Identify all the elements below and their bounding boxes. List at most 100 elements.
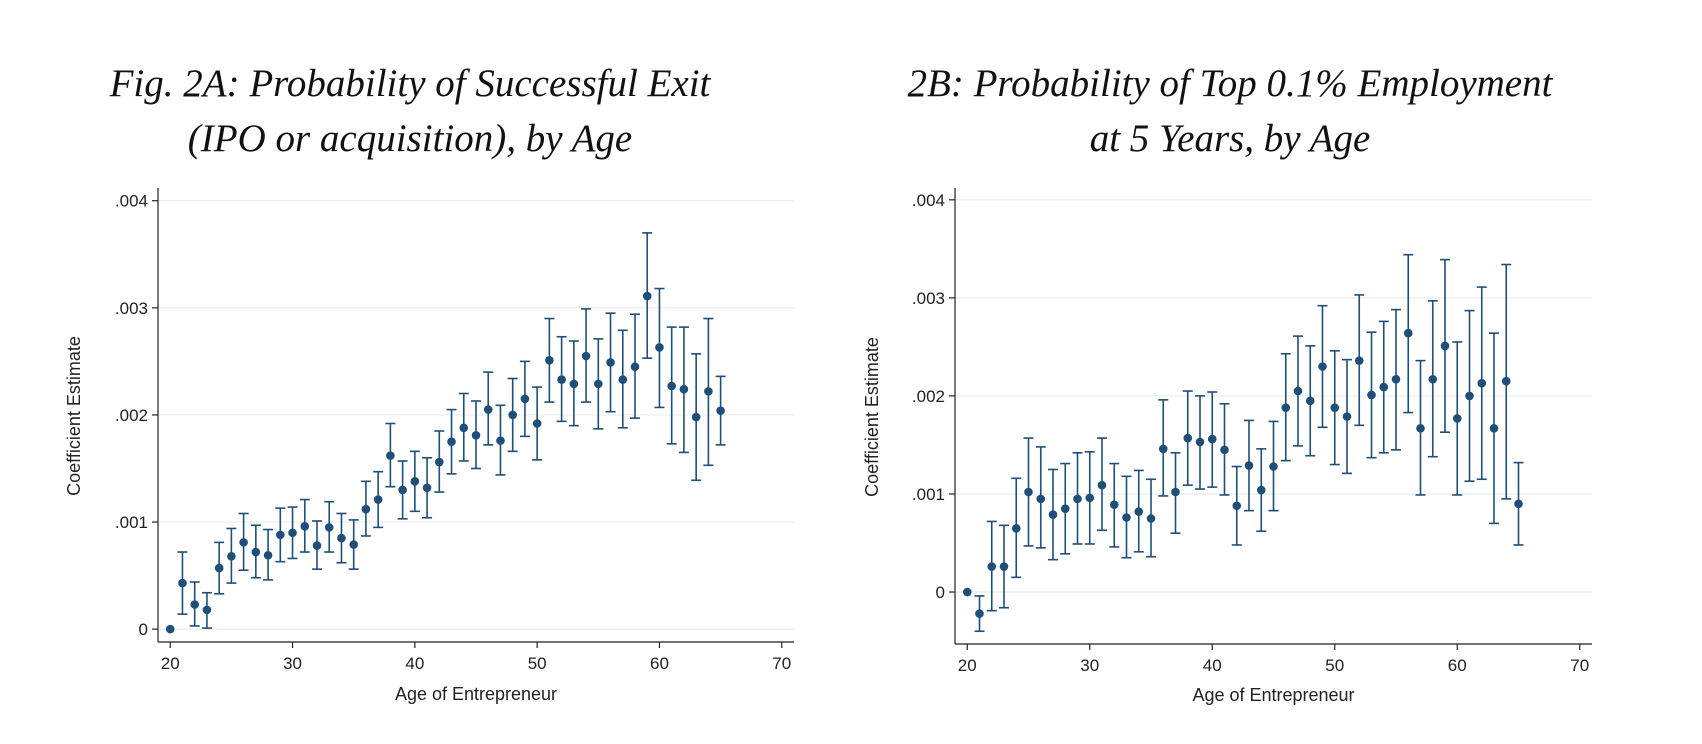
- data-point: [1183, 433, 1193, 443]
- data-point: [312, 541, 322, 550]
- data-point: [202, 605, 212, 615]
- y-tick-label: .002: [115, 406, 148, 425]
- data-point: [594, 379, 603, 389]
- data-point: [1158, 444, 1168, 454]
- data-point: [276, 530, 285, 540]
- data-point: [532, 419, 542, 428]
- data-point: [1403, 328, 1413, 338]
- data-point: [1220, 445, 1229, 455]
- data-point: [214, 563, 224, 573]
- data-point: [1232, 501, 1242, 511]
- data-point: [1354, 356, 1364, 365]
- data-point: [1011, 523, 1021, 533]
- data-point: [1256, 485, 1266, 495]
- data-point: [545, 356, 554, 365]
- data-point: [337, 533, 346, 543]
- data-point: [1514, 499, 1523, 509]
- data-point: [288, 528, 297, 538]
- y-tick-label: .004: [115, 192, 148, 211]
- data-point: [483, 405, 493, 414]
- data-point: [324, 523, 334, 532]
- panel-b-title: 2B: Probability of Top 0.1% Employment a…: [820, 56, 1640, 166]
- y-tick-label: .001: [115, 513, 148, 532]
- data-point: [1207, 434, 1217, 444]
- x-tick-label: 50: [1325, 656, 1344, 675]
- data-point: [1122, 513, 1131, 522]
- data-point: [557, 375, 566, 384]
- panel-a-title-line-2: (IPO or acquisition), by Age: [187, 117, 633, 160]
- x-tick-label: 60: [1448, 656, 1467, 675]
- y-tick-label: 0: [936, 583, 945, 602]
- data-point: [1428, 374, 1438, 384]
- data-point: [165, 624, 175, 634]
- data-point: [386, 451, 395, 460]
- data-point: [1465, 391, 1474, 401]
- data-point: [227, 552, 236, 561]
- y-tick-label: .002: [912, 387, 945, 406]
- data-point: [1489, 423, 1499, 433]
- data-point: [239, 538, 248, 547]
- x-tick-label: 30: [1080, 656, 1099, 675]
- data-point: [251, 547, 261, 557]
- y-axis-label: Coefficient Estimate: [64, 336, 84, 496]
- data-point: [1416, 423, 1425, 433]
- data-point: [361, 504, 371, 514]
- data-point: [300, 522, 310, 531]
- data-point: [373, 495, 383, 504]
- data-point: [1048, 510, 1058, 519]
- data-point: [1109, 500, 1119, 510]
- y-tick-label: .001: [912, 485, 945, 504]
- data-point: [190, 600, 199, 609]
- panel-b-title-line-2: at 5 Years, by Age: [1089, 117, 1371, 160]
- data-point: [667, 381, 676, 391]
- data-point: [1391, 374, 1401, 384]
- data-point: [459, 423, 469, 433]
- data-point: [1440, 341, 1450, 351]
- data-point: [630, 362, 640, 372]
- data-point: [1477, 378, 1487, 388]
- data-point: [716, 406, 725, 415]
- data-point: [691, 412, 701, 422]
- data-point: [1073, 494, 1082, 504]
- data-point: [1060, 504, 1070, 513]
- data-point: [1097, 480, 1107, 490]
- data-point: [1318, 362, 1327, 371]
- data-point: [999, 562, 1009, 571]
- data-point: [1501, 376, 1511, 386]
- data-point: [642, 291, 652, 301]
- data-point: [496, 436, 505, 445]
- x-tick-label: 40: [1203, 656, 1222, 675]
- data-point: [1269, 462, 1278, 471]
- data-point: [1330, 403, 1340, 412]
- y-tick-label: .004: [912, 191, 945, 210]
- data-point: [422, 483, 432, 493]
- data-point: [1085, 493, 1095, 503]
- x-axis-label: Age of Entrepreneur: [1192, 685, 1354, 705]
- x-tick-label: 20: [958, 656, 977, 675]
- data-point: [655, 343, 664, 352]
- data-point: [398, 485, 407, 495]
- data-point: [581, 351, 591, 361]
- data-point: [435, 457, 444, 467]
- data-point: [1305, 396, 1315, 406]
- data-point: [679, 384, 689, 394]
- data-point: [1379, 382, 1389, 392]
- y-tick-label: .003: [115, 299, 148, 318]
- data-point: [618, 375, 628, 384]
- y-axis-label: Coefficient Estimate: [862, 337, 882, 497]
- data-point: [1036, 494, 1046, 504]
- data-point: [1367, 390, 1376, 400]
- data-point: [606, 358, 615, 367]
- data-point: [569, 379, 579, 389]
- data-point: [471, 430, 481, 440]
- data-point: [447, 437, 456, 447]
- data-point: [962, 587, 972, 597]
- data-point: [1134, 507, 1144, 516]
- data-point: [1146, 514, 1156, 523]
- x-tick-label: 70: [772, 654, 791, 673]
- data-point: [1342, 412, 1352, 421]
- data-point: [1293, 386, 1303, 396]
- data-point: [987, 562, 997, 571]
- data-point: [349, 540, 358, 549]
